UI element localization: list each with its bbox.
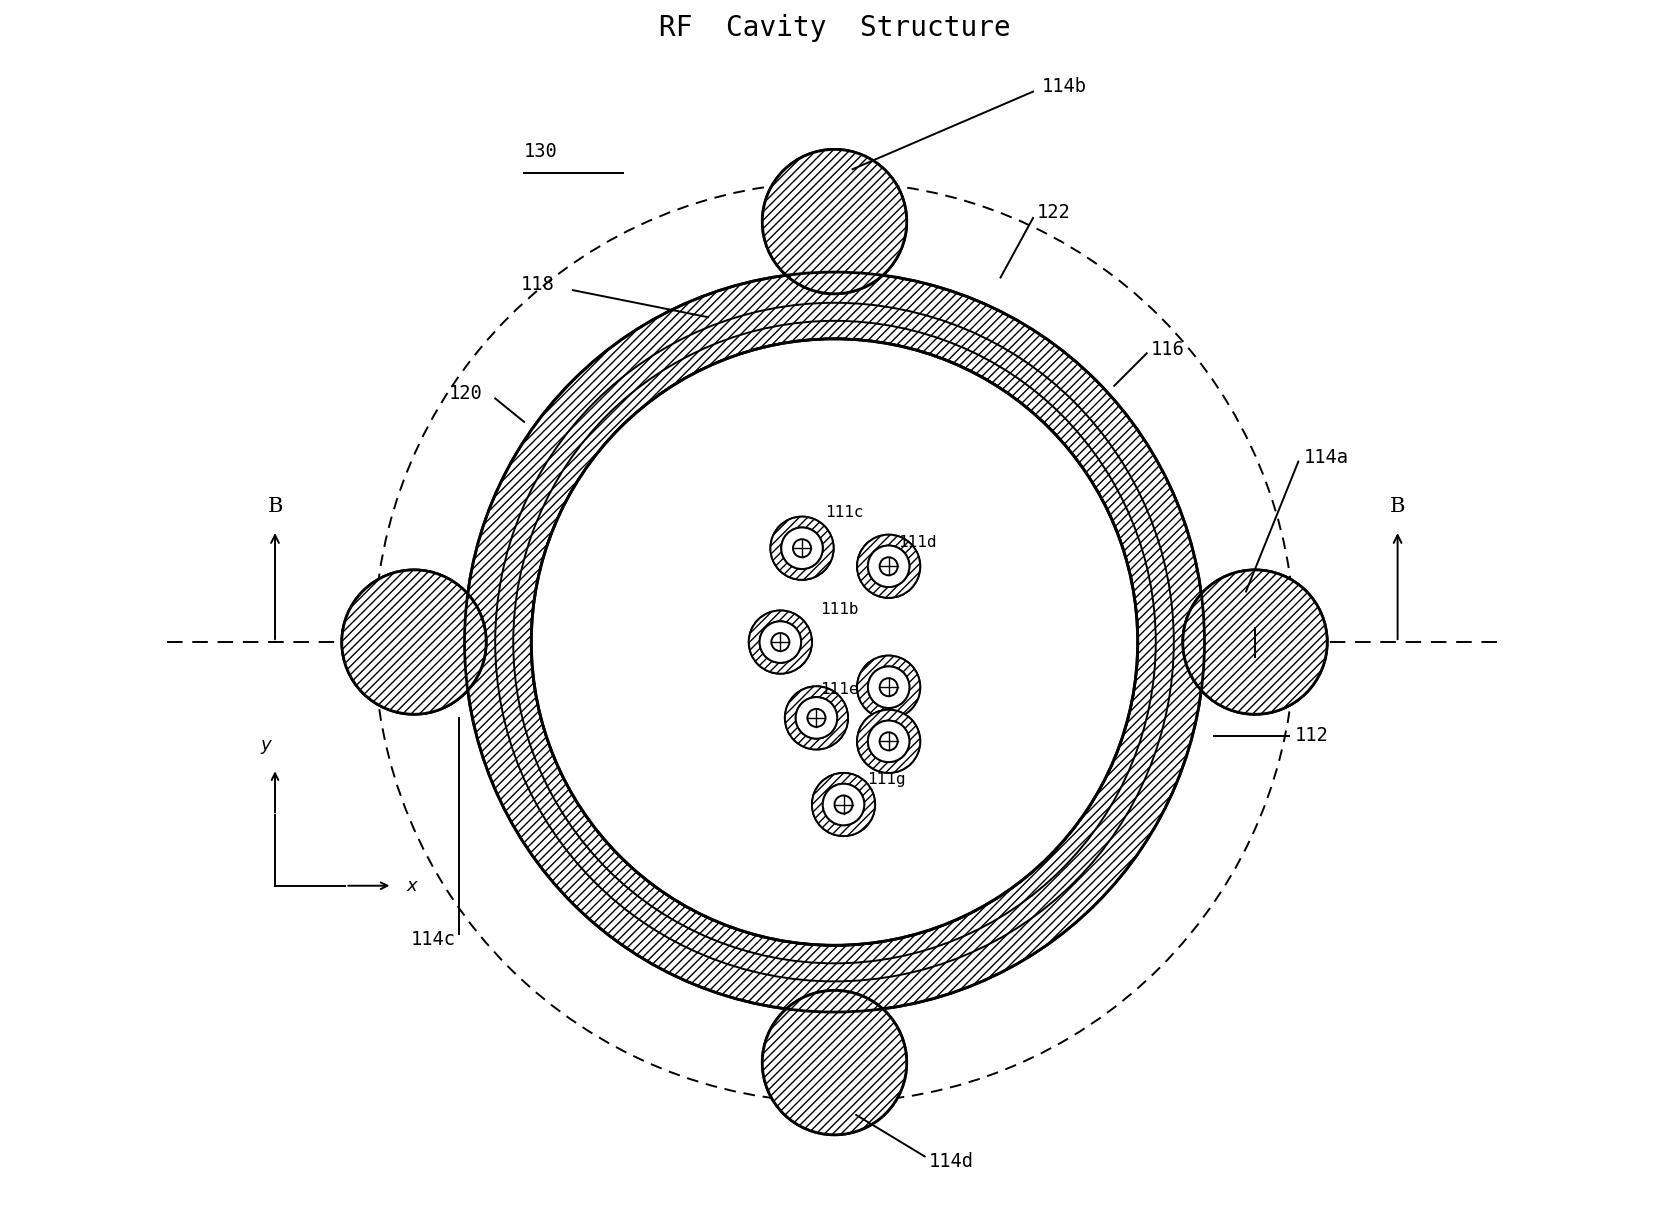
Circle shape: [868, 720, 910, 762]
Circle shape: [763, 149, 906, 294]
Text: 111d: 111d: [898, 535, 936, 551]
Circle shape: [531, 339, 1138, 945]
Circle shape: [771, 516, 833, 580]
Text: 112: 112: [1295, 726, 1329, 746]
Text: 118: 118: [521, 275, 554, 294]
Text: 114d: 114d: [928, 1153, 973, 1171]
Circle shape: [342, 570, 486, 714]
Circle shape: [868, 546, 910, 587]
Text: 120: 120: [449, 383, 482, 403]
Circle shape: [342, 570, 486, 714]
Circle shape: [880, 557, 898, 575]
Circle shape: [858, 709, 920, 773]
Circle shape: [858, 656, 920, 719]
Circle shape: [868, 667, 910, 708]
Text: B: B: [1390, 497, 1405, 515]
Circle shape: [1183, 570, 1327, 714]
Text: 116: 116: [1150, 341, 1183, 359]
Circle shape: [823, 784, 865, 825]
Circle shape: [759, 621, 801, 663]
Text: 130: 130: [524, 142, 557, 161]
Circle shape: [763, 990, 906, 1134]
Circle shape: [811, 773, 875, 836]
Text: RF  Cavity  Structure: RF Cavity Structure: [659, 13, 1010, 42]
Circle shape: [793, 540, 811, 557]
Circle shape: [834, 796, 853, 813]
Circle shape: [771, 632, 789, 651]
Text: 111b: 111b: [819, 602, 858, 617]
Text: y: y: [260, 736, 272, 755]
Circle shape: [763, 990, 906, 1134]
Text: 111g: 111g: [866, 772, 906, 786]
Circle shape: [796, 697, 838, 739]
Text: B: B: [267, 497, 282, 515]
Text: 122: 122: [1036, 203, 1070, 222]
Circle shape: [1183, 570, 1327, 714]
Circle shape: [464, 272, 1205, 1012]
Text: x: x: [407, 877, 417, 895]
Text: 114c: 114c: [411, 930, 456, 950]
Text: 111c: 111c: [826, 504, 865, 520]
Circle shape: [781, 527, 823, 569]
Circle shape: [880, 678, 898, 696]
Circle shape: [808, 709, 826, 726]
Text: 111e: 111e: [819, 681, 858, 696]
Circle shape: [880, 733, 898, 751]
Circle shape: [763, 149, 906, 294]
Circle shape: [749, 610, 811, 674]
Circle shape: [858, 535, 920, 598]
Text: 114b: 114b: [1041, 77, 1087, 95]
Text: 114a: 114a: [1303, 448, 1349, 468]
Circle shape: [784, 686, 848, 750]
